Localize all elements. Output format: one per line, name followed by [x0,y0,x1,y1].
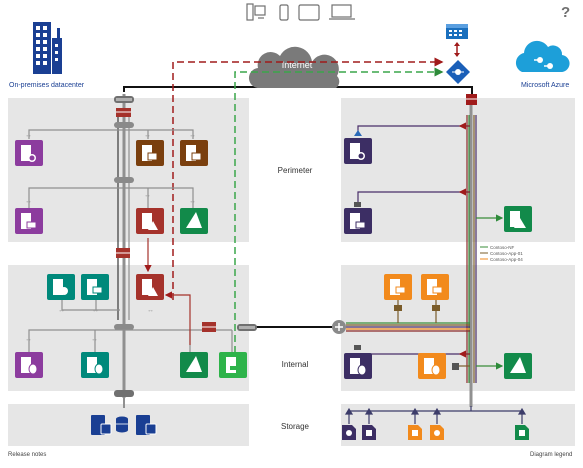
zone-label-internal: Internal [282,360,309,369]
internet-cloud-icon [248,46,340,89]
firewall-icon-cross [202,322,216,332]
zone-label-perimeter: Perimeter [278,166,313,175]
svg-text:↔: ↔ [25,132,32,139]
vm-icon-mail-2 [180,140,208,166]
svg-text:↔: ↔ [147,307,154,314]
legend-label-3: Contoso-App-04 [490,257,523,262]
building-icon [33,22,62,74]
vm-icons-azure [344,138,532,379]
firewall-icon-top [116,108,131,117]
zone-label-storage: Storage [281,422,310,431]
help-button[interactable]: ? [561,4,571,21]
legend-label-1: Contoso-NF [490,245,515,250]
database-icon [116,416,128,433]
azure-nic-markers [354,130,459,370]
vm-icon-teal-1 [47,274,75,300]
storage-server-icon-2 [136,415,157,435]
zone-onprem-storage [8,404,249,446]
svg-text:↔: ↔ [58,307,65,314]
azure-storage-lines [344,406,527,424]
internet-label: Internet [282,60,313,70]
nic-markers: ↔ ↔ ↔ ↔ ↔ ↔ ↔ ↔ ↔ ↔ ↔ [25,132,196,343]
storage-icons-onprem [91,415,157,435]
vm-icon-gateway-perimeter [136,208,164,234]
vm-icon-gateway-internal [136,274,164,300]
vm-icon-app-perimeter [15,208,43,234]
vm-icon-teal-2 [81,274,109,300]
zone-azure-perimeter [341,98,575,242]
svg-text:↔: ↔ [91,336,98,343]
phone-icon [279,4,289,21]
desktop-icon [246,3,266,21]
svg-text:↔: ↔ [144,192,151,199]
vm-icon-azure-orange-3 [418,353,446,379]
vm-icon-azure-db [344,353,372,379]
vm-icon-green-internal [180,352,208,378]
azure-cloud-icon [515,40,570,73]
vm-icon-azure-orange-2 [421,274,449,300]
tablet-icon [298,4,320,21]
vm-icon-web-perimeter [15,140,43,166]
svg-text:↔: ↔ [189,198,196,205]
disk-icon-2 [362,425,376,440]
dashed-red-route [172,57,444,300]
vm-icons-onprem [15,140,247,378]
svg-text:↔: ↔ [144,132,151,139]
azure-backbone [466,105,477,407]
router-icon-cross [237,324,257,331]
switch-icon-perimeter-top [114,122,134,128]
svg-text:↔: ↔ [25,336,32,343]
legend-item-2: Contoso-App-01 [480,251,523,256]
router-icon-top [114,96,134,103]
vm-icon-azure-green-internal [504,353,532,379]
route-legend: Contoso-NF Contoso-App-01 Contoso-App-04 [480,245,523,262]
perimeter-branches [28,129,194,210]
zones [8,98,575,446]
svg-text:↔: ↔ [92,307,99,314]
zone-azure-internal [341,265,575,391]
firewall-icon-azure [466,94,477,105]
vm-icon-azure-app [344,208,372,234]
disk-icon-5 [515,425,529,440]
onprem-backbone [117,94,130,398]
azure-portal-icon [446,24,468,39]
disk-icon-1 [342,425,356,440]
onprem-label: On-premises datacenter [9,82,85,89]
load-balancer-icon [446,60,470,84]
svg-text:↔: ↔ [189,132,196,139]
vpn-gateway-icon [332,320,346,334]
client-devices [246,3,355,21]
legend-item-3: Contoso-App-04 [480,257,523,262]
legend-label-2: Contoso-App-01 [490,251,523,256]
vpn-colored-routes [346,322,470,332]
vm-icon-teal-3 [81,352,109,378]
vm-icon-green-perimeter [180,208,208,234]
release-notes-link[interactable]: Release notes [8,452,47,458]
laptop-icon [329,4,355,20]
vm-icon-azure-green-perimeter [504,206,532,232]
zone-azure-storage [341,404,575,446]
azure-label: Microsoft Azure [521,82,569,89]
vm-icon-bright-green-internal [219,352,247,378]
legend-item-1: Contoso-NF [480,245,515,250]
switch-icon-internal [114,324,134,330]
dark-red-arrow-internal [164,291,191,345]
vm-icon-azure-web [344,138,372,164]
azure-disk-icons [342,425,529,440]
storage-server-icon-1 [91,415,112,435]
disk-icon-4 [430,425,444,440]
dashed-green-route [234,67,444,375]
vm-icon-db-internal [15,352,43,378]
vm-icon-mail-1 [136,140,164,166]
vm-icon-azure-orange-1 [384,274,412,300]
svg-text:↔: ↔ [25,198,32,205]
wan-link-line [123,86,473,96]
switch-icon-perimeter-mid [114,177,134,183]
firewall-icon-mid [116,248,130,258]
diagram-legend-link[interactable]: Diagram legend [530,452,573,458]
disk-icon-3 [408,425,422,440]
router-icon-storage [114,390,134,397]
